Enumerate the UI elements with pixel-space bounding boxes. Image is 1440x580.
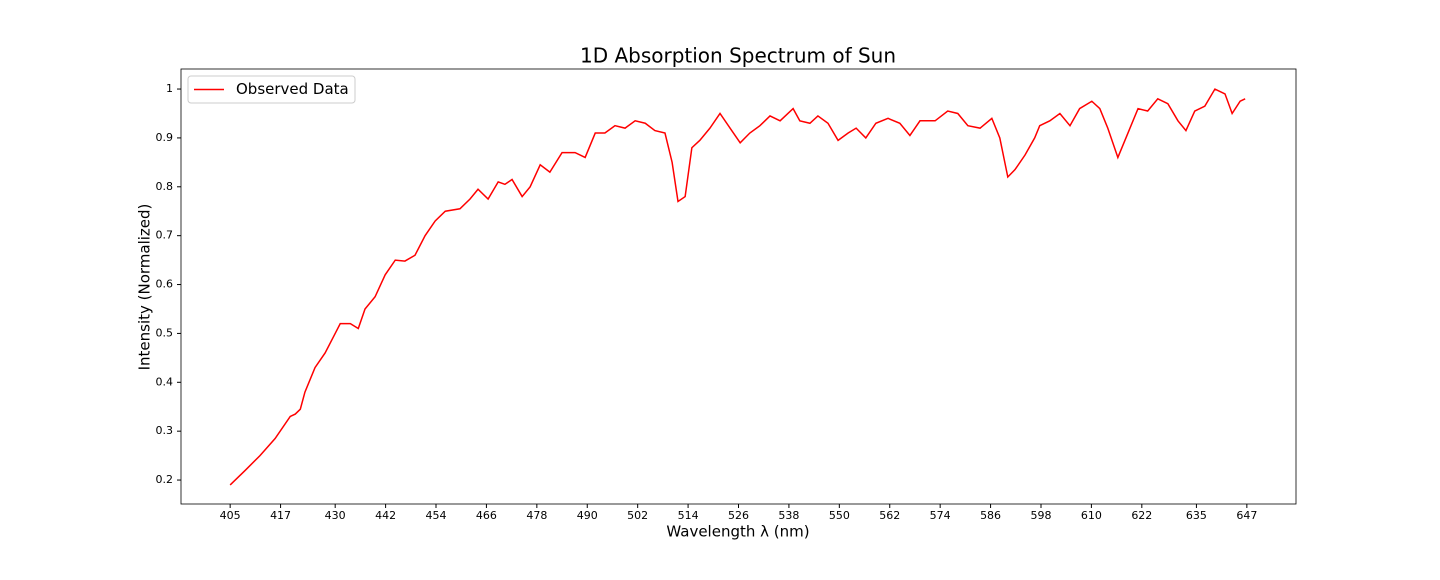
chart-title: 1D Absorption Spectrum of Sun: [580, 44, 896, 68]
x-tick-label: 598: [1030, 509, 1051, 522]
legend-box: [187, 75, 356, 104]
legend-label: Observed Data: [236, 80, 349, 98]
x-tick-label: 550: [829, 509, 850, 522]
y-axis-label: Intensity (Normalized): [136, 204, 154, 371]
x-tick-label: 478: [526, 509, 547, 522]
x-tick-label: 610: [1081, 509, 1102, 522]
y-tick-label: 0.2: [156, 473, 174, 486]
x-tick-label: 514: [678, 509, 699, 522]
plot-area: [180, 68, 1297, 505]
x-tick-label: 538: [778, 509, 799, 522]
x-tick-label: 526: [728, 509, 749, 522]
x-tick-label: 586: [980, 509, 1001, 522]
x-tick-label: 502: [627, 509, 648, 522]
x-tick-label: 622: [1131, 509, 1152, 522]
x-tick-label: 466: [476, 509, 497, 522]
y-tick-label: 0.9: [156, 131, 174, 144]
data-line: [229, 88, 1246, 486]
y-tick-label: 1: [166, 82, 173, 95]
y-tick-label: 0.5: [156, 326, 174, 339]
x-tick-label: 647: [1236, 509, 1257, 522]
x-tick-label: 430: [325, 509, 346, 522]
x-tick-label: 405: [220, 509, 241, 522]
y-tick-label: 0.8: [156, 180, 174, 193]
x-tick-label: 454: [426, 509, 447, 522]
x-tick-label: 574: [930, 509, 951, 522]
x-axis-label: Wavelength λ (nm): [666, 523, 809, 541]
x-tick-label: 442: [375, 509, 396, 522]
y-tick-label: 0.6: [156, 278, 174, 291]
x-tick-label: 417: [270, 509, 291, 522]
y-tick-label: 0.7: [156, 229, 174, 242]
x-tick-label: 562: [879, 509, 900, 522]
y-tick-label: 0.4: [156, 375, 174, 388]
y-tick-label: 0.3: [156, 424, 174, 437]
x-tick-label: 635: [1186, 509, 1207, 522]
x-tick-label: 490: [577, 509, 598, 522]
